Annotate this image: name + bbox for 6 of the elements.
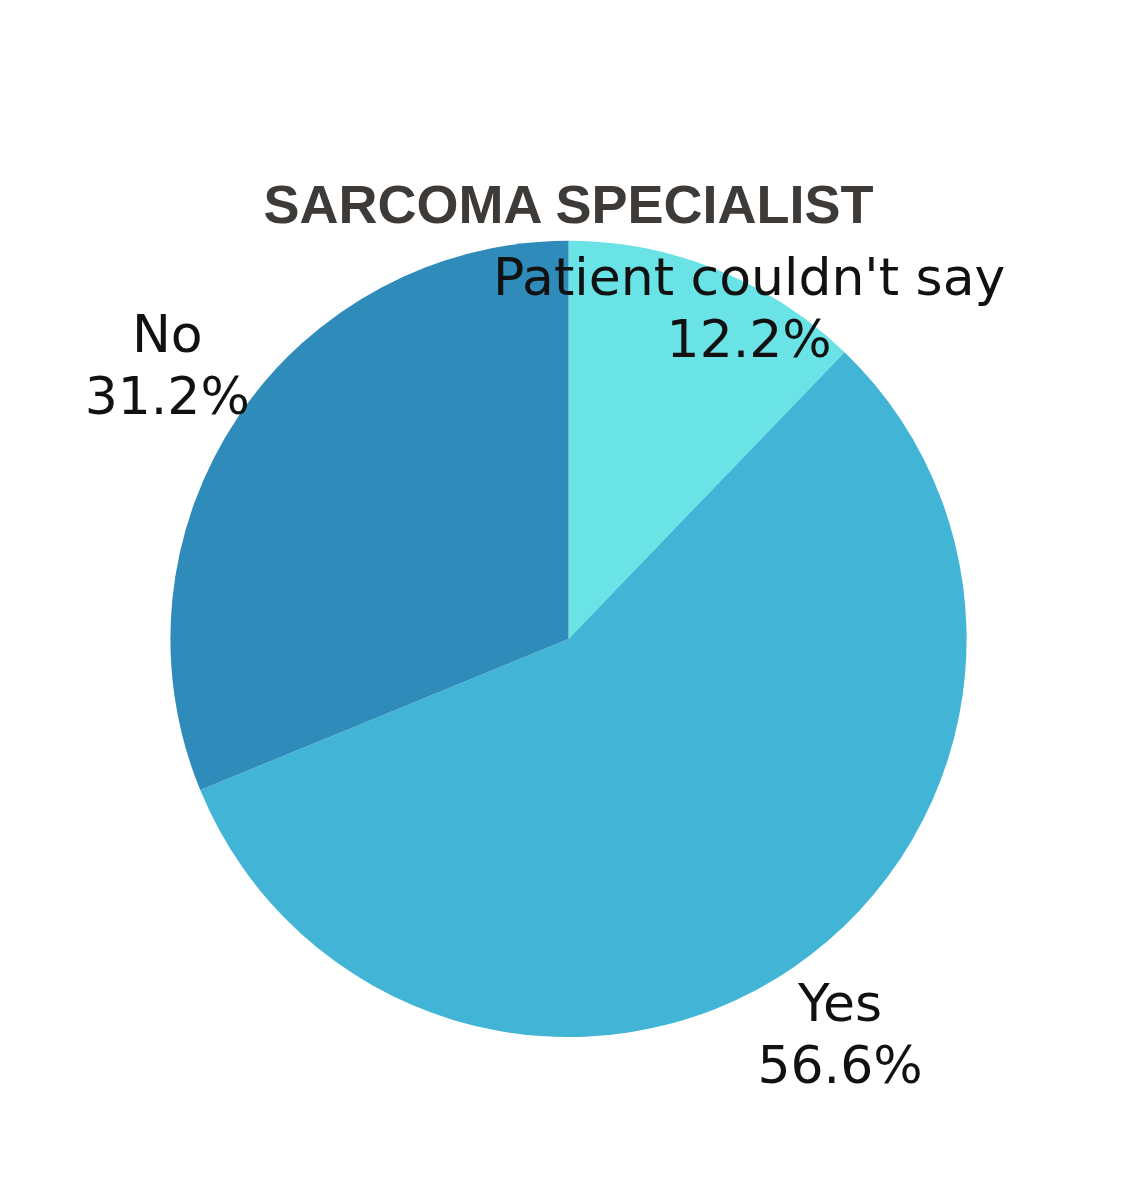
slice-label: No <box>131 304 203 365</box>
data-label: 56.6% <box>757 1034 923 1095</box>
slice-label: Yes <box>797 972 883 1033</box>
data-label: 31.2% <box>84 366 250 427</box>
chart-title: SARCOMA SPECIALIST <box>263 174 874 235</box>
data-label: 12.2% <box>666 309 832 370</box>
